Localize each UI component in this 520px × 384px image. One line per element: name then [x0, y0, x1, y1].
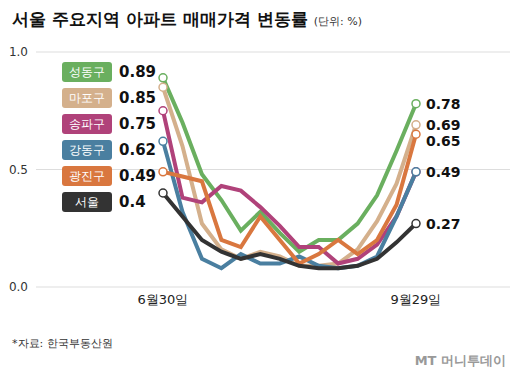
- svg-text:0.69: 0.69: [426, 117, 461, 133]
- html-text:성동구: 성동구: [69, 64, 105, 79]
- html-text:0.75: 0.75: [119, 115, 156, 133]
- html-text:광진구: 광진구: [69, 168, 105, 183]
- html-text:0.62: 0.62: [119, 141, 156, 159]
- html-text:0.89: 0.89: [119, 63, 156, 81]
- html-text:0.85: 0.85: [119, 89, 156, 107]
- svg-text:1.0: 1.0: [9, 45, 28, 59]
- html-text:0.49: 0.49: [119, 167, 156, 185]
- svg-text:0.49: 0.49: [426, 164, 461, 180]
- html-text:송파구: 송파구: [69, 116, 105, 131]
- html-text:MT 머니투데이: MT 머니투데이: [414, 353, 506, 368]
- svg-text:0.65: 0.65: [426, 133, 461, 149]
- svg-text:0.0: 0.0: [9, 280, 28, 294]
- svg-text:6월30일: 6월30일: [138, 292, 189, 307]
- html-text:0.4: 0.4: [119, 193, 146, 211]
- svg-text:9월29일: 9월29일: [391, 292, 442, 307]
- html-text:*자료: 한국부동산원: *자료: 한국부동산원: [12, 337, 113, 350]
- html-text:마포구: 마포구: [69, 90, 105, 105]
- html-text:서울: 서울: [75, 194, 99, 209]
- svg-text:0.5: 0.5: [9, 163, 28, 177]
- html-text:서울 주요지역 아파트 매매가격 변동률 (단위: %): 서울 주요지역 아파트 매매가격 변동률 (단위: %): [12, 9, 362, 29]
- svg-text:0.27: 0.27: [426, 216, 461, 232]
- svg-text:0.78: 0.78: [426, 96, 461, 112]
- html-text:강동구: 강동구: [69, 142, 105, 157]
